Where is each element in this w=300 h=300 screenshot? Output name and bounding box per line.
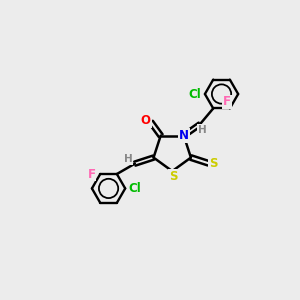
Text: H: H [124,154,132,164]
Text: S: S [209,157,218,170]
Text: F: F [223,95,231,109]
Text: S: S [169,170,178,183]
Text: O: O [141,114,151,127]
Text: N: N [179,129,189,142]
Text: Cl: Cl [128,182,141,195]
Text: F: F [88,167,95,181]
Text: H: H [198,125,206,135]
Text: Cl: Cl [189,88,202,100]
